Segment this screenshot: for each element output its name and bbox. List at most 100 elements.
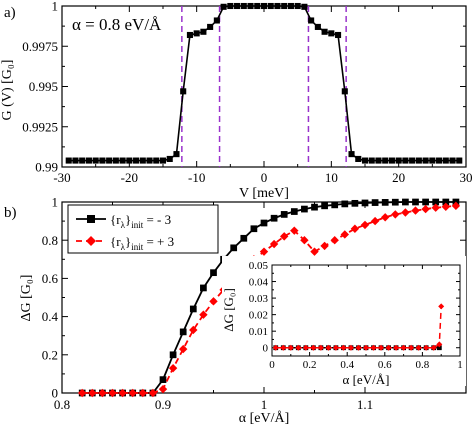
panel-b-series-2-point	[421, 204, 430, 214]
panel-b-series-1-point	[250, 225, 258, 233]
inset-y-tick-label: 0.02	[249, 309, 268, 321]
panel-b-series-2-point	[451, 201, 461, 211]
inset-series-1-point	[436, 345, 442, 351]
panel-b-x-axis-label: α [eV/Å]	[239, 410, 289, 426]
inset-series-2-point	[370, 344, 377, 351]
panel-b-series-2-point	[168, 363, 178, 373]
panel-b-series-1-point	[371, 199, 379, 206]
panel-b-series-2-point	[320, 241, 329, 251]
panel-a-series-1-point	[449, 157, 456, 164]
panel-b-series-1-point	[159, 376, 167, 383]
inset-x-tick-label: 1	[457, 359, 463, 371]
panel-b-series-2-point	[401, 208, 410, 217]
panel-a-series-1-point	[112, 157, 119, 164]
panel-a-series-1-point	[294, 2, 301, 10]
panel-b-series-2-point	[199, 310, 208, 319]
panel-b-x-tick-label: 1.1	[357, 397, 373, 412]
panel-b-y-tick-label: 1	[52, 195, 59, 210]
panel-b-series-1-point	[351, 199, 359, 207]
inset-series-2-point	[280, 344, 287, 351]
panel-b-series-1-point	[230, 244, 238, 252]
panel-b-series-1-point	[331, 201, 339, 209]
panel-a-series-1-point	[415, 157, 422, 164]
panel-b-series-1-point	[200, 284, 207, 292]
panel-a-series-1-point	[328, 30, 335, 37]
legend-marker-1	[87, 215, 95, 223]
panel-b-series-1-point	[361, 199, 369, 207]
panel-b-y-tick-label: 0.8	[42, 233, 58, 248]
panel-b-series-1-point	[280, 211, 288, 218]
panel-a-series-1-point	[173, 151, 180, 158]
inset-series-2-point	[436, 341, 443, 348]
panel-b-series-1-point	[321, 202, 328, 210]
panel-a-series-1-point	[287, 2, 294, 10]
panel-a-series-1-point	[267, 2, 274, 10]
panel-a-series-1-point	[388, 157, 395, 164]
panel-a-series-1-point	[254, 2, 261, 10]
panel-a-series-1-point	[355, 155, 362, 162]
panel-b-series-2-point	[158, 384, 168, 394]
panel-a-series-1-point	[92, 157, 99, 164]
panel-a-series-1-point	[321, 28, 328, 35]
inset-series-2-point	[363, 344, 369, 351]
legend-box	[67, 204, 219, 254]
panel-b-series-1-point	[210, 269, 217, 277]
legend: {rλ}init = - 3 {rλ}init = + 3	[67, 204, 219, 254]
panel-a-series-1-point	[368, 157, 375, 164]
panel-b-series-1-point	[402, 198, 409, 206]
panel-b-series-1-point	[189, 305, 197, 313]
panel-b-series-2-point	[360, 220, 370, 230]
legend-label-1: {rλ}init = - 3	[110, 212, 171, 230]
panel-a-series-1-point	[240, 2, 247, 10]
panel-a-x-axis-label: V [meV]	[239, 186, 289, 201]
panel-a-x-tick-label: 30	[460, 170, 473, 185]
inset-series-2-point	[295, 344, 302, 351]
panel-a-series-1-point	[301, 3, 308, 10]
inset-x-tick-label: 0.4	[340, 359, 354, 371]
panel-a-series-1-point	[234, 2, 241, 10]
panel-a-series-1-point	[382, 157, 389, 164]
panel-a-series-1-point	[314, 23, 321, 30]
panel-b-series-2-point	[411, 206, 420, 215]
legend-entry-1: {rλ}init = - 3	[76, 212, 171, 230]
panel-b-series-2-point	[209, 297, 218, 306]
panel-b-x-tick-label: 1	[261, 397, 268, 412]
panel-b-series-2-point	[118, 388, 127, 398]
panel-b-series-2-point	[350, 224, 360, 233]
panel-a-series-1-point	[106, 157, 113, 164]
panel-b-series-2-point	[381, 213, 390, 222]
panel-b-y-tick-label: 0	[52, 386, 59, 401]
inset-series-2-point	[325, 344, 332, 351]
panel-a-series-1-point	[193, 30, 200, 37]
inset-y-tick-label: 0.05	[249, 260, 269, 272]
panel-a-series-1-point	[422, 157, 429, 164]
panel-a-series-1-point	[409, 157, 416, 164]
panel-a-x-tick-label: 0	[261, 170, 268, 185]
panel-a-series-1-point	[85, 157, 92, 164]
panel-a-series-1-point	[220, 3, 227, 10]
panel-a-series-1-point	[133, 157, 140, 164]
panel-a-series-1-point	[227, 2, 234, 10]
panel-a-y-tick-label: 0.995	[29, 79, 58, 94]
panel-a-series-1-point	[139, 157, 146, 164]
panel-b-series-2-point	[88, 388, 97, 398]
panel-a-series-1-point	[260, 2, 268, 10]
panel-b-y-tick-label: 0.2	[42, 347, 58, 362]
panel-a-annotation: α = 0.8 eV/Å	[72, 15, 162, 34]
panel-b-series-2-point	[310, 247, 319, 256]
panel-a-series-1-point	[402, 157, 409, 164]
panel-a-y-axis-label: G (V) [G₀]	[0, 60, 15, 121]
panel-a-series-1-point	[153, 157, 160, 164]
panel-a-series-1-point	[79, 157, 86, 164]
panel-a-series-1-point	[186, 31, 193, 39]
inset-series-2-point	[430, 344, 437, 351]
panel-a-label: a)	[4, 5, 16, 21]
panel-b-series-2-point	[138, 388, 147, 398]
panel-a-series-1-point	[200, 28, 207, 35]
panel-b-series-2-point	[108, 388, 117, 398]
panel-b-series-2-point	[280, 232, 289, 241]
panel-b-y-tick-label: 0.4	[42, 309, 59, 324]
panel-b-series-1-point	[290, 208, 298, 215]
inset-series-2-point	[423, 344, 430, 351]
panel-a-x-tick-label: -30	[53, 170, 70, 185]
